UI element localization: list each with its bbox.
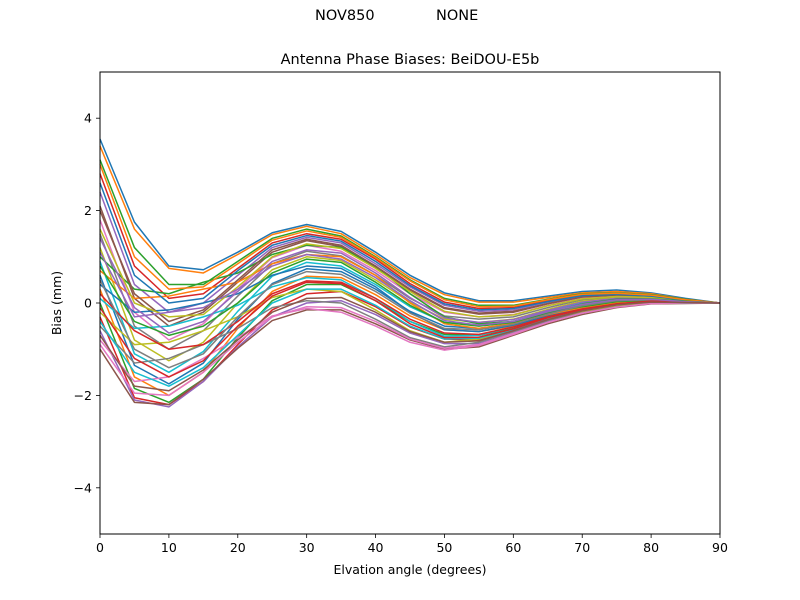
y-tick-label: 4 [84,111,92,126]
y-tick-label: −4 [74,480,92,495]
x-tick-label: 50 [436,540,452,555]
x-tick-label: 60 [505,540,521,555]
y-tick-label: −2 [74,388,92,403]
series-line-36 [99,296,721,392]
series-line-2 [99,145,721,304]
series-line-26 [99,210,721,323]
series-line-27 [99,302,720,397]
x-axis-label: Elvation angle (degrees) [333,562,486,577]
series-line-25 [99,237,721,334]
x-axis: 0 10 20 30 40 50 60 70 80 90 [96,534,728,555]
y-axis: −4 −2 0 2 4 [74,111,100,495]
series-line-22 [99,253,721,330]
x-tick-label: 40 [368,540,384,555]
series-line-29 [99,228,721,318]
x-tick-label: 10 [161,540,177,555]
x-tick-label: 0 [96,540,104,555]
series-line-23 [99,244,721,325]
x-tick-label: 70 [574,540,590,555]
x-tick-label: 90 [712,540,728,555]
series-line-34 [99,281,721,378]
series-layer [99,138,721,408]
series-line-6 [99,205,721,327]
x-tick-label: 20 [230,540,246,555]
figure-suptitle: NOV850 NONE [0,8,800,30]
x-tick-label: 30 [299,540,315,555]
series-line-32 [99,164,721,308]
series-line-31 [99,182,721,311]
y-axis-label: Bias (mm) [49,271,64,335]
series-line-28 [99,270,721,369]
series-line-35 [99,251,721,326]
suptitle-receiver: NOV850 [315,8,375,24]
x-tick-label: 80 [643,540,659,555]
chart-title: Antenna Phase Biases: BeiDOU-E5b [281,52,540,68]
suptitle-radome: NONE [436,8,479,24]
y-tick-label: 2 [84,203,92,218]
series-line-1 [99,138,721,304]
y-tick-label: 0 [84,296,92,311]
